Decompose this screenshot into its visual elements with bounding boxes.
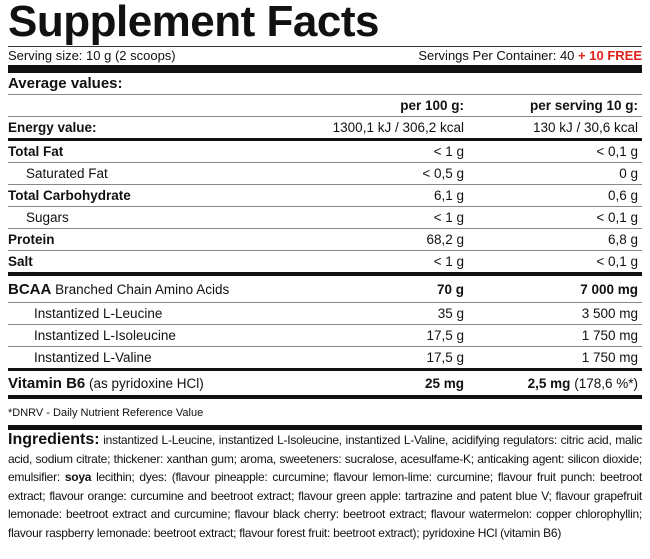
value: 6,1 g [294, 184, 468, 207]
label: Energy value: [8, 116, 294, 141]
value: 0 g [468, 162, 642, 185]
servings-per-container: Servings Per Container: 40 [418, 48, 575, 63]
label: Supplement Facts Serving size: 10 g (2 s… [8, 0, 642, 543]
dnrv-note: *DNRV - Daily Nutrient Reference Value [8, 399, 642, 430]
serving-size: Serving size: 10 g (2 scoops) [8, 48, 176, 63]
label: Instantized L-Leucine [8, 302, 294, 325]
row: Vitamin B6 (as pyridoxine HCl) 25 mg 2,5 m… [8, 369, 642, 399]
value: < 0,1 g [468, 139, 642, 163]
row: Total Fat < 1 g < 0,1 g [8, 139, 642, 163]
divider [8, 65, 642, 73]
label: Sugars [8, 206, 294, 229]
nutrition-table: Average values: per 100 g: per serving 10… [8, 73, 642, 399]
value: 35 g [294, 302, 468, 325]
label: Saturated Fat [8, 162, 294, 185]
value: 1 750 mg [468, 324, 642, 347]
header: per 100 g: [294, 94, 468, 117]
label-bold: Vitamin B6 [8, 374, 86, 392]
sublabel: Branched Chain Amino Acids [55, 281, 230, 297]
label: Salt [8, 250, 294, 276]
value: 68,2 g [294, 228, 468, 251]
value: 1 750 mg [468, 346, 642, 371]
label: Instantized L-Valine [8, 346, 294, 371]
free-note: + 10 FREE [578, 48, 642, 63]
value: 1300,1 kJ / 306,2 kcal [294, 116, 468, 141]
value: 7 000 mg [468, 274, 642, 303]
label: Total Carbohydrate [8, 184, 294, 207]
value: 17,5 g [294, 324, 468, 347]
value: 25 mg [294, 369, 468, 399]
value: < 1 g [294, 206, 468, 229]
value: < 1 g [294, 139, 468, 163]
value: 17,5 g [294, 346, 468, 371]
row: Total Carbohydrate 6,1 g 0,6 g [8, 184, 642, 207]
serving-info: Serving size: 10 g (2 scoops) Servings P… [8, 46, 642, 65]
row: Protein 68,2 g 6,8 g [8, 228, 642, 251]
cell [8, 94, 294, 117]
row: per 100 g: per serving 10 g: [8, 94, 642, 117]
value: 70 g [294, 274, 468, 303]
label: Instantized L-Isoleucine [8, 324, 294, 347]
value: 0,6 g [468, 184, 642, 207]
ingredients-heading: Ingredients: [8, 431, 100, 448]
value: 130 kJ / 30,6 kcal [468, 116, 642, 141]
row: Average values: [8, 73, 642, 95]
value: 6,8 g [468, 228, 642, 251]
value: < 1 g [294, 250, 468, 276]
label: Protein [8, 228, 294, 251]
sublabel: (as pyridoxine HCl) [89, 375, 204, 391]
value: < 0,1 g [468, 206, 642, 229]
value: 2,5 mg [527, 375, 571, 391]
row: Salt < 1 g < 0,1 g [8, 250, 642, 276]
value: < 0,1 g [468, 250, 642, 276]
servings-container: Servings Per Container: 40 + 10 FREE [418, 47, 642, 65]
ingredients-text: instantized L-Leucine, instantized L-Iso… [8, 433, 642, 485]
value-note: (178,6 %*) [574, 375, 638, 391]
row: Sugars < 1 g < 0,1 g [8, 206, 642, 229]
label: Vitamin B6 (as pyridoxine HCl) [8, 369, 294, 399]
row: Energy value: 1300,1 kJ / 306,2 kcal 130 k… [8, 116, 642, 141]
title: Supplement Facts [8, 0, 379, 46]
value: 3 500 mg [468, 302, 642, 325]
label: Total Fat [8, 139, 294, 163]
value-cell: 2,5 mg (178,6 %*) [468, 369, 642, 399]
ingredients-text: lecithin; dyes: (flavour pineapple: curc… [8, 470, 642, 540]
ingredients: Ingredients: instantized L-Leucine, inst… [8, 431, 642, 543]
allergen: soya [64, 470, 92, 485]
label: BCAA Branched Chain Amino Acids [8, 274, 294, 303]
label-bold: BCAA [8, 280, 52, 298]
value: < 0,5 g [294, 162, 468, 185]
section-title: Average values: [8, 73, 642, 95]
header: per serving 10 g: [468, 94, 642, 117]
